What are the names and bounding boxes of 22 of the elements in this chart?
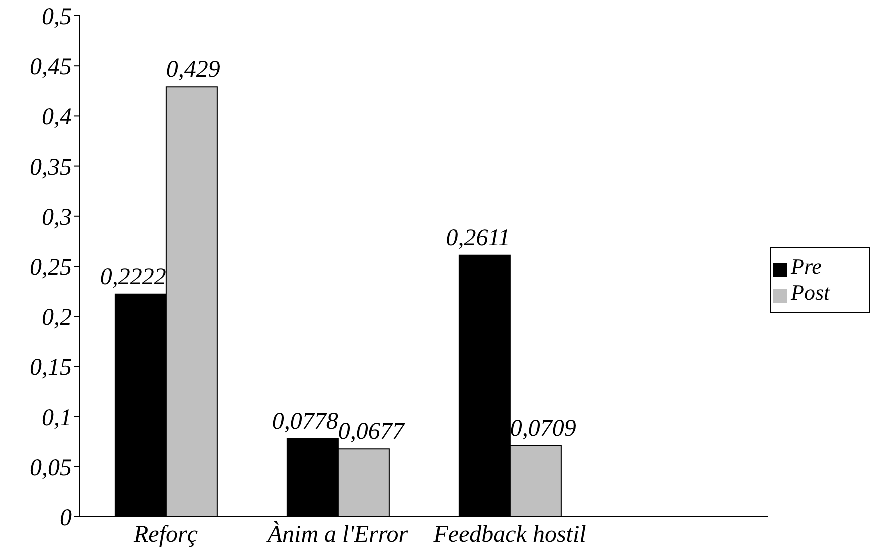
y-tick-label: 0,1	[42, 405, 72, 432]
y-tick-label: 0	[60, 506, 72, 532]
y-tick-label: 0,25	[30, 255, 72, 282]
legend-label: Post	[791, 280, 830, 304]
x-tick-label: Ànim a l'Error	[266, 521, 409, 548]
data-label: 0,0709	[510, 416, 576, 442]
data-label: 0,0778	[272, 409, 338, 436]
data-label: 0,2222	[100, 264, 166, 290]
data-label: 0,429	[166, 57, 220, 84]
y-tick-label: 0,05	[30, 455, 72, 482]
data-label: 0,2611	[446, 225, 510, 252]
y-tick-label: 0,4	[42, 104, 72, 131]
y-tick-label: 0,35	[30, 154, 72, 181]
y-tick-label: 0,2	[42, 305, 72, 332]
x-tick-label: Feedback hostil	[432, 522, 587, 548]
data-label: 0,0677	[338, 419, 406, 446]
y-tick-label: 0,3	[42, 204, 72, 231]
legend-label: Pre	[791, 254, 822, 278]
y-tick-label: 0,45	[30, 54, 72, 81]
y-tick-label: 0,15	[30, 355, 72, 382]
x-tick-label: Reforç	[133, 522, 198, 548]
y-tick-label: 0,5	[42, 4, 72, 31]
